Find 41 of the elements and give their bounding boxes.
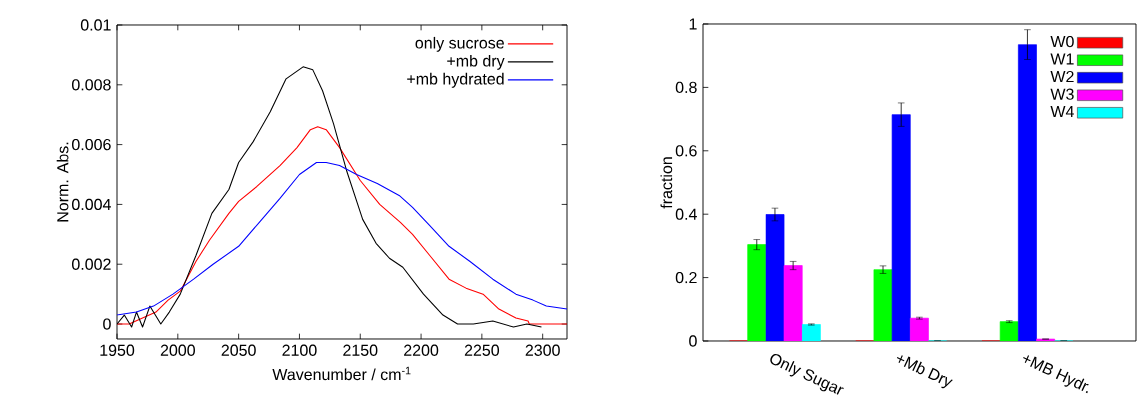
y-tick-label: 0.8 [675, 81, 697, 94]
y-tick-label: 0.2 [675, 271, 697, 284]
y-tick-label: 0 [689, 335, 697, 347]
x-tick-label: 2150 [343, 344, 378, 356]
x-tick-label: 2250 [464, 344, 500, 356]
y-tick-label: 0.002 [72, 258, 111, 270]
y-tick-label: 0 [103, 318, 111, 330]
bar [783, 265, 803, 341]
y-tick-label: 0.4 [675, 208, 697, 220]
y-tick-label: 1 [689, 18, 697, 30]
bar [891, 114, 911, 341]
legend-label: W4 [1050, 106, 1074, 118]
legend-label: W1 [1050, 53, 1074, 65]
x-tick-label: +MB Hydr. [1023, 355, 1089, 394]
bar [801, 324, 821, 341]
x-tick-label: Only Sugar [770, 353, 844, 395]
y-tick-label: 0.004 [72, 198, 111, 211]
legend-label: +mb dry [447, 54, 505, 70]
legend-label: W0 [1050, 35, 1074, 48]
y-tick-label: 0.006 [72, 138, 111, 151]
x-axis-title: Wavenumber / cm$^{-1}$ [272, 366, 411, 381]
x-tick-label: 1950 [100, 344, 135, 356]
x-tick-label: 2200 [404, 344, 439, 356]
x-tick-label: 2000 [160, 344, 195, 356]
legend-label: W3 [1050, 88, 1074, 100]
bar [909, 317, 929, 341]
y-tick-label: 0.01 [80, 19, 111, 31]
y-tick-label: 0.008 [72, 79, 111, 91]
x-tick-label: 2050 [221, 344, 256, 356]
y-axis-title: fraction [660, 157, 673, 209]
legend-label: W2 [1050, 70, 1074, 83]
x-tick-label: 2300 [525, 344, 560, 356]
y-axis-title: Norm. Abs. [56, 142, 69, 222]
bar [765, 214, 785, 341]
line-series [117, 162, 567, 316]
legend-label: +mb hydrated [407, 72, 504, 88]
x-tick-label: +Mb Dry [896, 355, 953, 389]
legend-label: only sucrose [415, 36, 504, 52]
bar [1018, 44, 1037, 341]
y-tick-label: 0.6 [675, 145, 697, 157]
x-tick-label: 2100 [282, 344, 317, 356]
